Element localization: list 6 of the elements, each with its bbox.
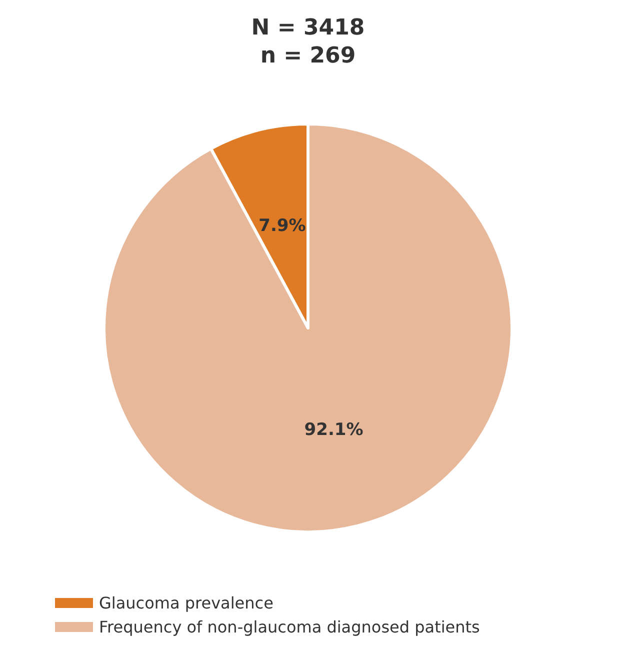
data-label: 7.9% xyxy=(258,216,306,236)
chart-title: N = 3418 xyxy=(251,16,365,40)
legend-label: Glaucoma prevalence xyxy=(99,594,274,612)
data-label: 92.1% xyxy=(304,420,364,440)
legend-label: Frequency of non-glaucoma diagnosed patients xyxy=(99,618,480,636)
chart-subtitle: n = 269 xyxy=(260,44,356,68)
